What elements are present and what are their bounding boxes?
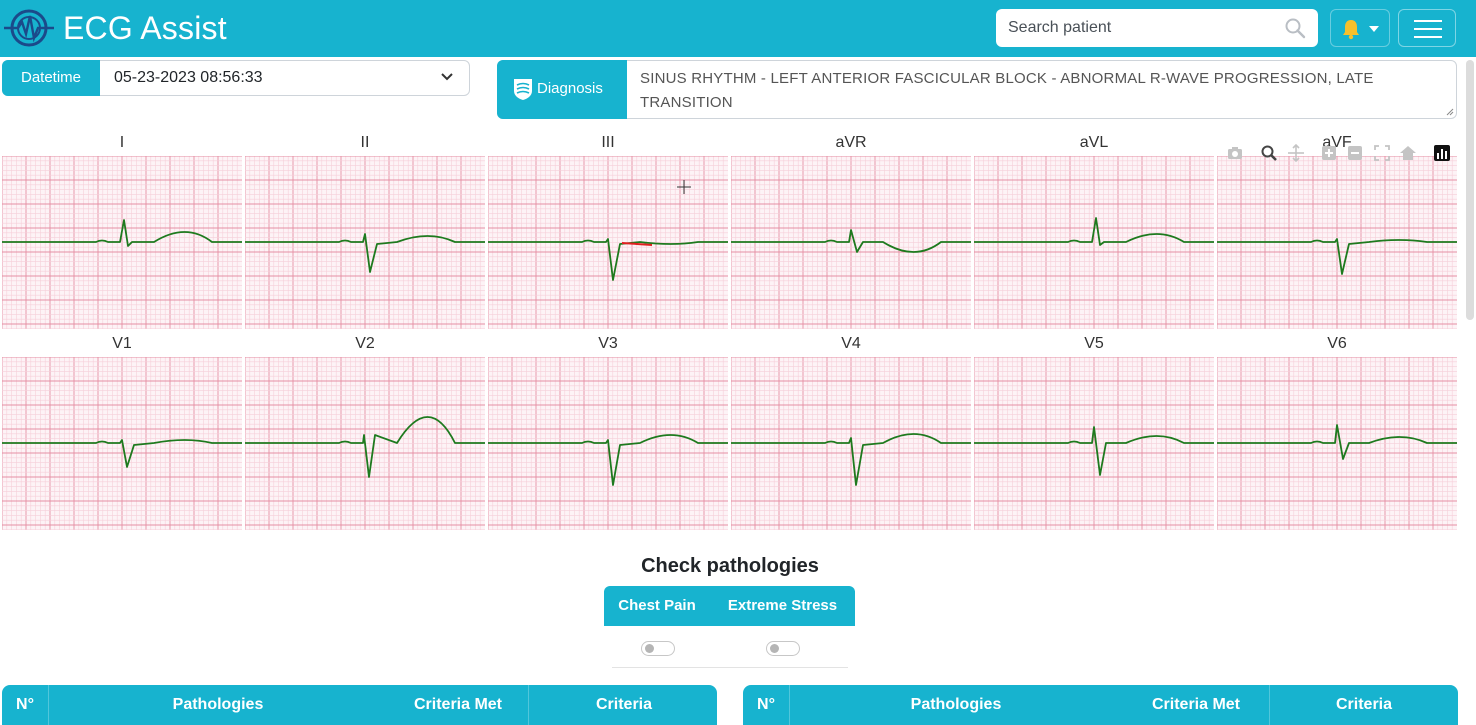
ecg-logo-icon[interactable] [2,4,56,52]
caret-down-icon [1369,26,1379,32]
lead-title-v5: V5 [1084,335,1104,352]
col-criteria-met[interactable]: Criteria Met [413,696,503,713]
lead-title-v3: V3 [598,335,618,352]
ecg-trace-iii [488,238,728,281]
pathologies-header: Chest Pain Extreme Stress [604,586,855,626]
search-box [996,9,1318,47]
resize-grip-icon[interactable] [1446,108,1454,116]
ecg-trace-avf [1217,238,1457,275]
datetime-value[interactable]: 05-23-2023 08:56:33 [114,69,263,86]
ecg-trace-ii [245,233,485,273]
ecg-trace-avl [974,217,1214,246]
ecg-plot-ii[interactable] [245,156,485,329]
datetime-label: Datetime [2,60,100,96]
diagnosis-label: Diagnosis [537,80,603,97]
ecg-plot-v4[interactable] [731,357,971,530]
philips-logo-icon [514,79,532,100]
ecg-plot-v5[interactable] [974,357,1214,530]
toggle-knob [770,644,779,653]
camera-icon[interactable] [1226,144,1244,162]
lead-title-v2: V2 [355,335,375,352]
diagnosis-label-box: Diagnosis [497,60,627,119]
col-number[interactable]: N° [16,696,34,713]
datetime-select[interactable]: Datetime 05-23-2023 08:56:33 [2,60,470,96]
ecg-trace-v1 [2,439,242,468]
autoscale-icon[interactable] [1373,144,1391,162]
ecg-trace-v5 [974,426,1214,476]
ecg-plot-v1[interactable] [2,357,242,530]
ecg-plot-avf[interactable] [1217,156,1457,329]
ecg-trace-i [2,219,242,247]
crosshair-cursor-icon [677,180,691,194]
menu-toggle-button[interactable] [1398,9,1456,47]
search-icon[interactable] [1284,17,1306,39]
column-separator [48,685,49,725]
col-criteria[interactable]: Criteria [595,696,653,713]
lead-title-iii: III [601,134,615,151]
lead-title-avr: aVR [835,134,867,151]
ecg-plot-i[interactable] [2,156,242,329]
pan-icon[interactable] [1287,144,1305,162]
lead-title-v6: V6 [1327,335,1347,352]
top-navbar: ECG Assist [0,0,1476,57]
col-number[interactable]: N° [757,696,775,713]
search-input[interactable] [996,9,1276,47]
ecg-trace-avr [731,229,971,253]
col-pathologies[interactable]: Pathologies [910,696,1002,713]
pathologies-table-right-header: N° Pathologies Criteria Met Criteria [743,685,1458,725]
column-separator [528,685,529,725]
column-separator [789,685,790,725]
diagnosis-textarea[interactable]: SINUS RHYTHM - LEFT ANTERIOR FASCICULAR … [640,70,1374,111]
plot-modebar [1226,144,1456,164]
ecg-plot-v3[interactable] [488,357,728,530]
lead-title-v4: V4 [841,335,861,352]
ecg-trace-v3 [488,434,728,486]
ecg-trace-v2 [245,416,485,478]
zoom-in-icon[interactable] [1320,144,1338,162]
lead-title-v1: V1 [112,335,132,352]
check-pathologies-title: Check pathologies [641,555,819,577]
column-separator [1269,685,1270,725]
toggle-knob [645,644,654,653]
ecg-plot-v2[interactable] [245,357,485,530]
col-pathologies[interactable]: Pathologies [172,696,264,713]
ecg-plot-v6[interactable] [1217,357,1457,530]
notifications-button[interactable] [1330,9,1390,47]
ecg-trace-v6 [1217,424,1457,460]
ecg-trace-v4 [731,433,971,486]
plotly-logo-icon[interactable] [1433,144,1451,162]
ecg-plot-avl[interactable] [974,156,1214,329]
diagnosis-box: Diagnosis SINUS RHYTHM - LEFT ANTERIOR F… [497,60,1457,119]
chevron-down-icon[interactable] [440,72,454,82]
hamburger-icon [1414,20,1442,38]
lead-title-i: I [119,134,125,151]
pathologies-table-left-header: N° Pathologies Criteria Met Criteria [2,685,717,725]
bell-icon [1343,20,1359,40]
extreme-stress-label: Extreme Stress [727,597,838,614]
home-icon[interactable] [1399,144,1417,162]
extreme-stress-toggle[interactable] [766,641,800,656]
divider [612,667,848,668]
ecg-plot-avr[interactable] [731,156,971,329]
col-criteria[interactable]: Criteria [1335,696,1393,713]
page-scrollbar[interactable] [1466,60,1474,320]
zoom-icon[interactable] [1260,144,1278,162]
st-segment-highlight [621,242,653,246]
app-title[interactable]: ECG Assist [63,10,227,46]
zoom-out-icon[interactable] [1346,144,1364,162]
lead-title-ii: II [360,134,370,151]
col-criteria-met[interactable]: Criteria Met [1151,696,1241,713]
ecg-plot-iii[interactable] [488,156,728,329]
chest-pain-label: Chest Pain [618,597,696,614]
chest-pain-toggle[interactable] [641,641,675,656]
lead-title-avl: aVL [1079,134,1109,151]
